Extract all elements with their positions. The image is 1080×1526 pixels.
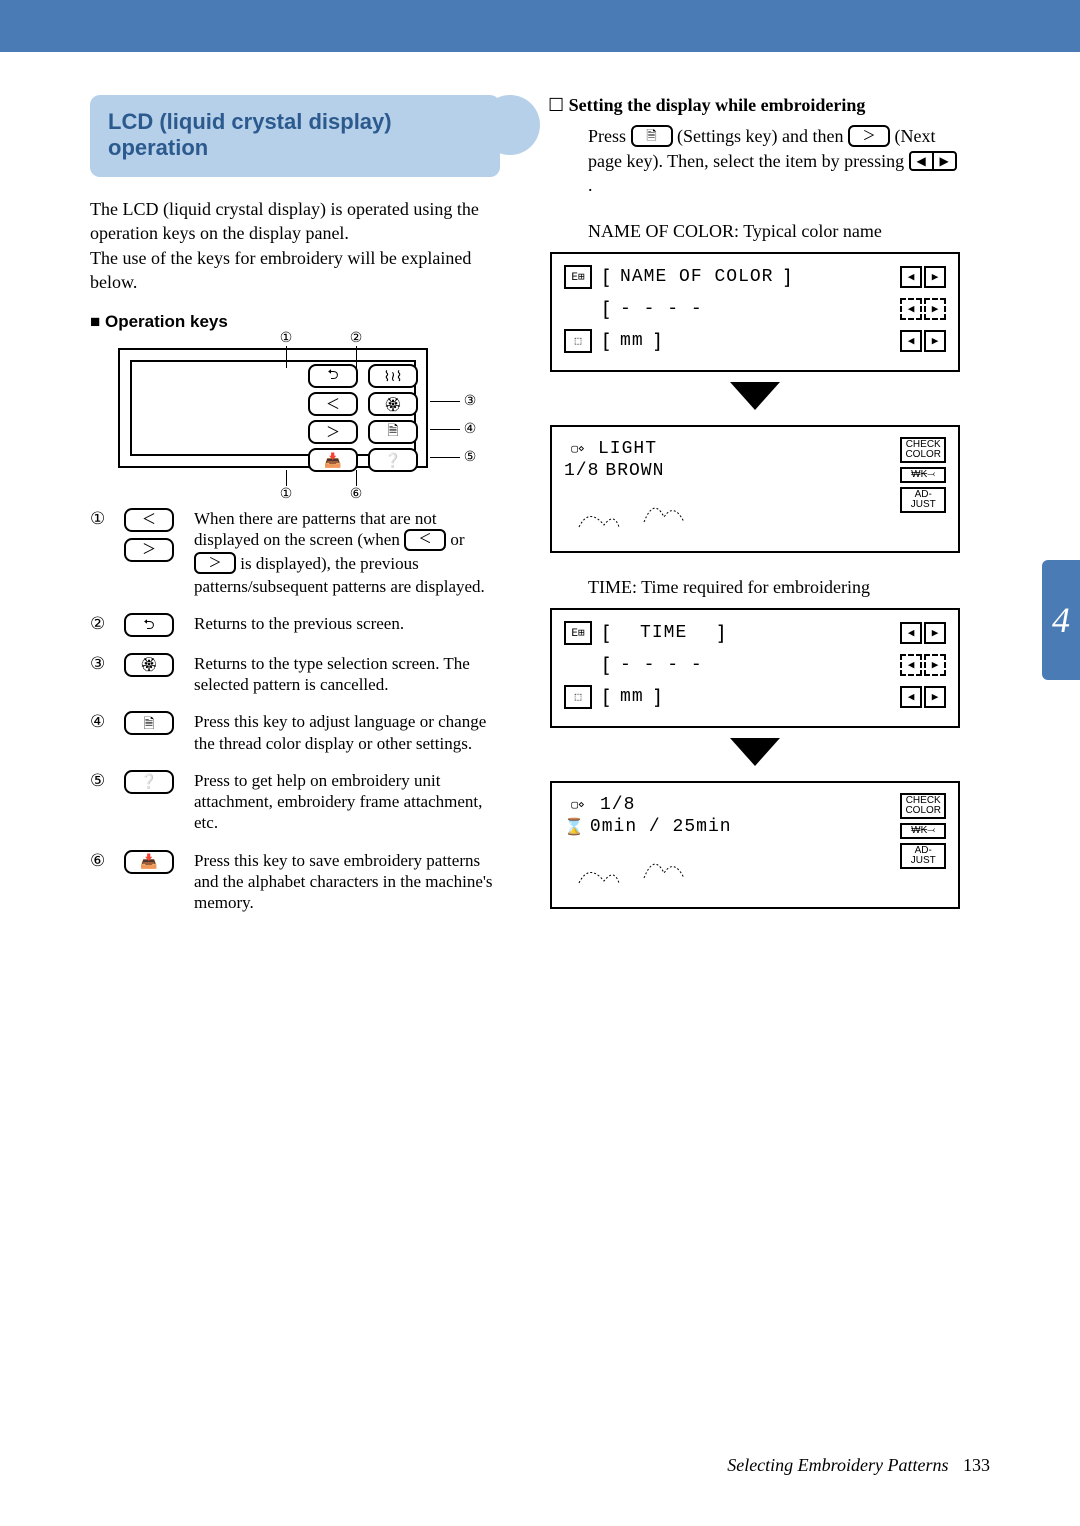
stitch-forward-tag: ₩₭⤙ xyxy=(900,823,946,839)
adjust-tag: AD-JUST xyxy=(900,843,946,869)
legend-item-5: ⑤ ❔ Press to get help on embroidery unit… xyxy=(90,770,500,834)
subhead-operation-keys: Operation keys xyxy=(90,312,500,332)
instruction-paragraph: Press 🗎 (Settings key) and then ＞ (Next … xyxy=(588,124,960,197)
prev-key-icon: ＜ xyxy=(404,529,446,551)
lcd-name-of-color-preview: ▢⋄ LIGHT 1/8 BROWN CHECKC xyxy=(550,425,960,553)
key-legend: ① ＜ ＞ When there are patterns that are n… xyxy=(90,508,500,913)
section-title-line2: operation xyxy=(108,135,208,160)
chapter-tab: 4 xyxy=(1042,560,1080,680)
next-key-icon: ＞ xyxy=(308,420,358,444)
pattern-type-key-icon: 🏵 xyxy=(124,653,174,677)
save-key-icon: 📥 xyxy=(124,850,174,874)
help-key-icon: ❔ xyxy=(368,448,418,472)
intro-paragraph: The LCD (liquid crystal display) is oper… xyxy=(90,197,500,294)
legend-item-6: ⑥ 📥 Press this key to save embroidery pa… xyxy=(90,850,500,914)
legend-item-1: ① ＜ ＞ When there are patterns that are n… xyxy=(90,508,500,597)
help-key-icon: ❔ xyxy=(124,770,174,794)
display-mode-icon: E⊞ xyxy=(564,265,592,289)
next-key-icon: ＞ xyxy=(848,125,890,147)
prev-key-icon: ＜ xyxy=(308,392,358,416)
footer-page-number: 133 xyxy=(963,1455,990,1475)
page-footer: Selecting Embroidery Patterns 133 xyxy=(727,1455,990,1476)
right-column: Setting the display while embroidering P… xyxy=(550,95,960,929)
settings-key-icon: 🗎 xyxy=(631,125,673,147)
section-title-line1: LCD (liquid crystal display) xyxy=(108,109,392,134)
next-key-icon: ＞ xyxy=(124,538,174,562)
right-heading: Setting the display while embroidering xyxy=(570,95,960,116)
adjust-tag: AD-JUST xyxy=(900,487,946,513)
spool-key-icon: ⌇≀⌇ xyxy=(368,364,418,388)
pattern-preview xyxy=(564,843,890,897)
save-key-icon: 📥 xyxy=(308,448,358,472)
down-arrow-icon xyxy=(550,382,960,415)
hourglass-icon: ⌛ xyxy=(564,817,584,837)
back-key-icon: ⮌ xyxy=(124,613,174,637)
check-color-tag: CHECKCOLOR xyxy=(900,793,946,819)
down-arrow-icon xyxy=(550,738,960,771)
legend-item-3: ③ 🏵 Returns to the type selection screen… xyxy=(90,653,500,696)
settings-key-icon: 🗎 xyxy=(368,420,418,444)
lcd-name-of-color-settings: E⊞ [NAME OF COLOR] ◀▶ [- - - - ◀▶ ⬚ [mm]… xyxy=(550,252,960,372)
page-content: LCD (liquid crystal display) operation T… xyxy=(90,95,990,929)
pattern-type-key-icon: 🏵 xyxy=(368,392,418,416)
left-column: LCD (liquid crystal display) operation T… xyxy=(90,95,500,929)
pattern-preview xyxy=(564,487,890,541)
unit-icon: ⬚ xyxy=(564,329,592,353)
operation-keys-diagram: ① ② ⮌ ⌇≀⌇ ＜ 🏵 ＞ 🗎 📥 xyxy=(110,348,480,468)
caption-time: TIME: Time required for embroidering xyxy=(588,577,960,598)
left-right-key-icon: ◀▶ xyxy=(909,151,957,171)
legend-item-4: ④ 🗎 Press this key to adjust language or… xyxy=(90,711,500,754)
lcd-time-preview: ▢⋄ 1/8 ⌛ 0min / 25min CHE xyxy=(550,781,960,909)
display-mode-icon: E⊞ xyxy=(564,621,592,645)
next-key-icon: ＞ xyxy=(194,552,236,574)
settings-key-icon: 🗎 xyxy=(124,711,174,735)
check-color-tag: CHECKCOLOR xyxy=(900,437,946,463)
caption-name-of-color: NAME OF COLOR: Typical color name xyxy=(588,221,960,242)
back-key-icon: ⮌ xyxy=(308,364,358,388)
prev-key-icon: ＜ xyxy=(124,508,174,532)
section-header: LCD (liquid crystal display) operation xyxy=(90,95,500,177)
legend-item-2: ② ⮌ Returns to the previous screen. xyxy=(90,613,500,637)
lcd-time-settings: E⊞ [TIME] ◀▶ [- - - - ◀▶ ⬚ [mm] ◀▶ xyxy=(550,608,960,728)
frame-icon: ▢⋄ xyxy=(564,437,592,461)
stitch-forward-tag: ₩₭⤙ xyxy=(900,467,946,483)
unit-icon: ⬚ xyxy=(564,685,592,709)
header-bar xyxy=(0,0,1080,52)
frame-icon: ▢⋄ xyxy=(564,793,592,817)
footer-title: Selecting Embroidery Patterns xyxy=(727,1455,948,1475)
